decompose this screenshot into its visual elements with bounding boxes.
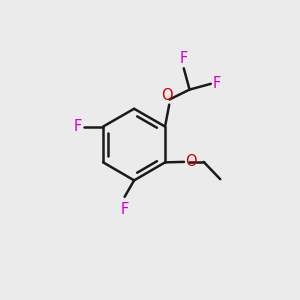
Text: F: F xyxy=(213,76,221,91)
Text: F: F xyxy=(121,202,129,217)
Text: F: F xyxy=(74,119,82,134)
Text: O: O xyxy=(185,154,196,169)
Text: F: F xyxy=(180,51,188,66)
Text: O: O xyxy=(160,88,172,103)
